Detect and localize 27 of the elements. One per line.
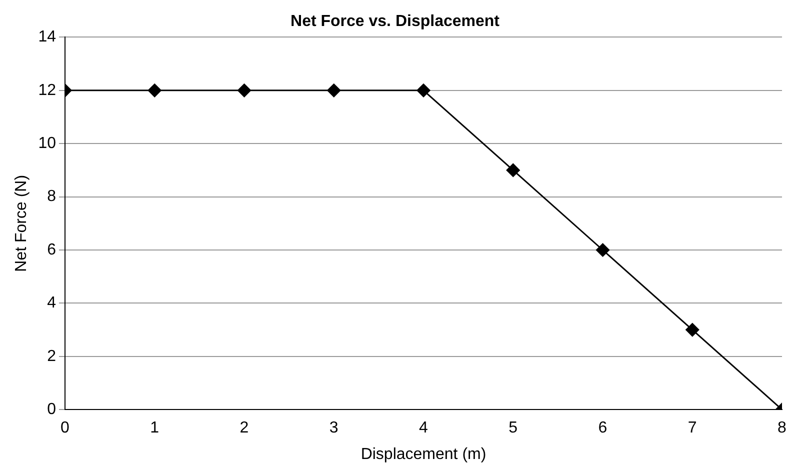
- x-tick-label: 6: [598, 420, 608, 437]
- x-tick-label: 5: [508, 420, 518, 437]
- chart-title: Net Force vs. Displacement: [290, 13, 500, 30]
- x-tick-label: 4: [419, 420, 428, 437]
- point: [148, 84, 162, 98]
- y-tick-label: 4: [47, 294, 56, 312]
- x-tick-label: 0: [60, 420, 70, 437]
- point: [686, 323, 700, 337]
- y-tick-label: 0: [47, 401, 56, 418]
- y-tick-label: 14: [38, 28, 56, 46]
- x-tick-label: 3: [329, 420, 338, 437]
- x-tick-label: 7: [688, 420, 697, 437]
- y-tick-label: 6: [47, 241, 56, 258]
- x-tick-label: 2: [240, 420, 249, 437]
- x-axis-title: Displacement (m): [360, 446, 486, 463]
- y-tick-label: 2: [47, 348, 56, 365]
- y-tick-label: 12: [38, 82, 56, 99]
- x-tick-label: 8: [778, 420, 787, 437]
- x-tick-label: 1: [150, 420, 160, 437]
- point: [416, 84, 430, 98]
- y-tick-label: 10: [38, 135, 56, 152]
- point: [327, 84, 341, 98]
- point: [596, 243, 610, 257]
- y-axis-title: Net Force (N): [13, 174, 30, 272]
- y-tick-label: 8: [47, 188, 56, 206]
- point: [506, 163, 520, 177]
- point: [238, 84, 251, 98]
